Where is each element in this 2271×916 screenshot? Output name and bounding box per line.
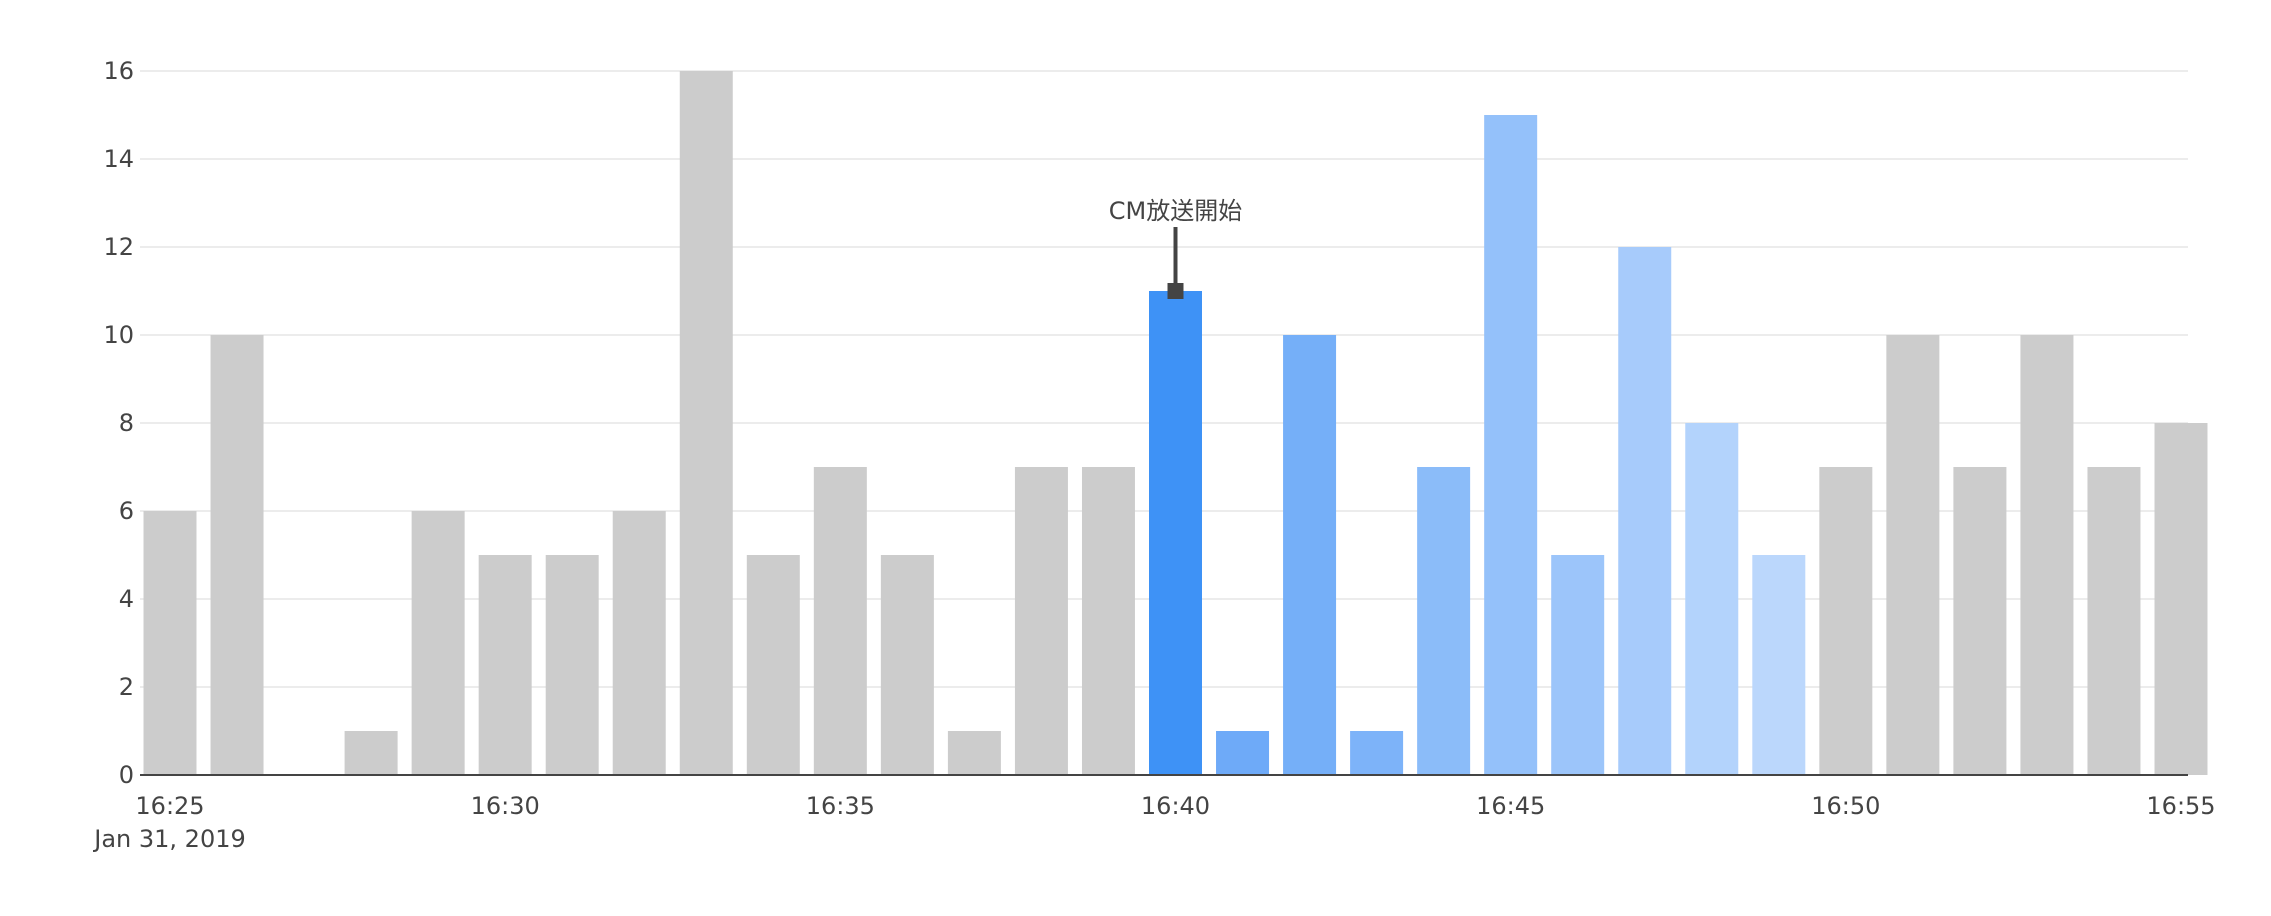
bar: [1886, 335, 1940, 775]
bar: [545, 555, 599, 775]
bar: [344, 731, 398, 775]
x-tick-label: 16:30: [471, 792, 540, 820]
bar: [1417, 467, 1471, 775]
annotation: CM放送開始: [1109, 197, 1242, 299]
bar: [813, 467, 867, 775]
y-tick-label: 2: [119, 673, 134, 701]
bars: [143, 71, 2208, 775]
bar: [210, 335, 264, 775]
x-date-label: Jan 31, 2019: [92, 825, 246, 853]
bar: [1618, 247, 1672, 775]
bar: [2020, 335, 2074, 775]
x-tick-label: 16:50: [1811, 792, 1880, 820]
y-tick-label: 10: [103, 321, 134, 349]
annotation-label: CM放送開始: [1109, 197, 1242, 225]
y-tick-label: 8: [119, 409, 134, 437]
y-tick-label: 14: [103, 145, 134, 173]
bar: [1685, 423, 1739, 775]
bar: [1752, 555, 1806, 775]
bar: [478, 555, 532, 775]
bar: [880, 555, 934, 775]
x-tick-label: 16:55: [2146, 792, 2215, 820]
axes: 0 2 4 6 8 10 12 14 16 16:25 16:30 16:35 16:40 16:45 16…: [92, 57, 2215, 853]
bar: [1953, 467, 2007, 775]
bar: [1551, 555, 1605, 775]
bar: [411, 511, 465, 775]
bar: [1149, 291, 1202, 775]
bar: [143, 511, 197, 775]
bar: [1014, 467, 1068, 775]
x-tick-label: 16:45: [1476, 792, 1545, 820]
x-tick-label: 16:35: [806, 792, 875, 820]
x-tick-label: 16:25: [135, 792, 204, 820]
y-tick-label: 12: [103, 233, 134, 261]
bar: [2154, 423, 2208, 775]
bar: [1819, 467, 1873, 775]
bar: [612, 511, 666, 775]
bar: [1216, 731, 1270, 775]
bar: [746, 555, 800, 775]
y-tick-label: 0: [119, 761, 134, 789]
y-tick-label: 6: [119, 497, 134, 525]
bar: [679, 71, 733, 775]
x-tick-label: 16:40: [1141, 792, 1210, 820]
bar: [1350, 731, 1404, 775]
annotation-arrowhead: [1167, 283, 1184, 299]
bar: [1283, 335, 1337, 775]
bar: [947, 731, 1001, 775]
y-tick-label: 4: [119, 585, 134, 613]
bar: [1484, 115, 1538, 775]
bar: [2087, 467, 2141, 775]
bar: [1081, 467, 1135, 775]
y-tick-label: 16: [103, 57, 134, 85]
